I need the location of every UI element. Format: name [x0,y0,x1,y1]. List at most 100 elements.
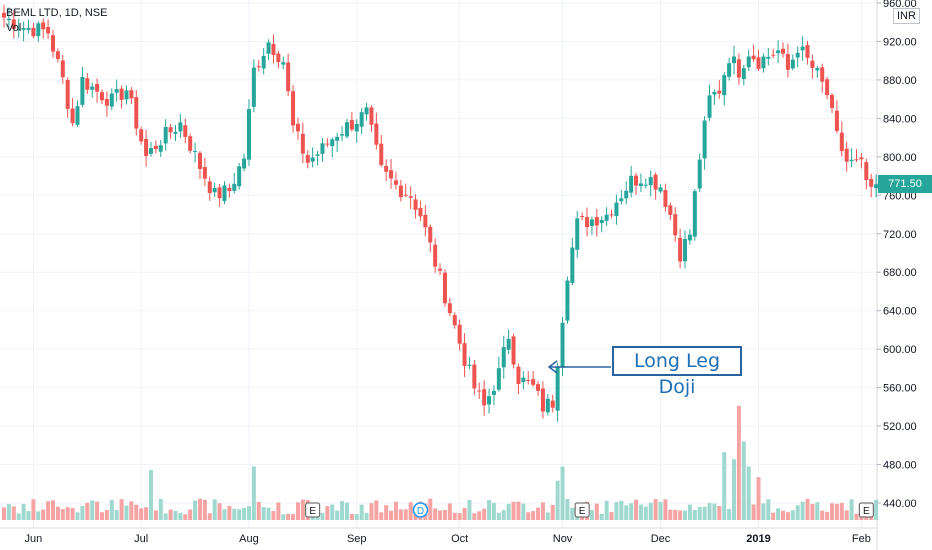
candle-body [771,54,776,56]
volume-bar [41,509,46,520]
candle-body [148,148,153,154]
candle-body [65,79,70,109]
volume-bar [281,514,286,520]
candle-body [60,60,65,78]
volume-bar [168,509,173,520]
candle-body [158,145,163,152]
volume-bar [589,509,594,520]
volume-bar [295,502,300,520]
volume-bar [736,405,741,520]
candle-body [545,398,550,413]
volume-bar [487,500,492,520]
volume-bar [359,504,364,520]
volume-bar [844,510,849,520]
volume-bar [119,499,124,520]
volume-bar [95,501,100,520]
volume-bar [501,510,506,520]
y-tick-label: 840.00 [883,113,917,125]
candle-body [315,154,320,156]
candle-body [261,55,266,69]
candle-body [477,390,482,392]
volume-bar [619,500,624,520]
volume-bar [717,506,722,520]
candle-body [575,218,580,250]
volume-bar [560,466,565,520]
volume-bar [369,503,374,520]
candle-body [692,191,697,237]
x-tick-label: Sep [347,533,367,545]
candle-body [423,214,428,228]
candle-body [810,60,815,68]
candle-body [624,190,629,199]
candle-body [374,123,379,145]
y-tick-label: 720.00 [883,229,917,241]
candle-body [266,42,271,54]
volume-bar [75,512,80,520]
candle-body [462,343,467,366]
currency-unit-label[interactable]: INR [893,8,920,24]
candle-body [26,27,31,31]
volume-bar [854,513,859,520]
volume-bar [11,506,16,520]
x-tick-label: 2019 [746,533,770,545]
volume-bar [790,510,795,520]
volume-bar [668,509,673,520]
volume-bar [624,505,629,520]
candle-body [555,366,560,411]
candle-body [104,98,109,106]
candle-body [614,202,619,217]
candle-body [658,187,663,192]
volume-bar [340,501,345,520]
volume-label: Vol [6,22,22,34]
candle-body [487,396,492,405]
volume-bar [805,498,810,520]
candle-body [648,177,653,186]
candle-body [741,68,746,79]
candle-body [286,62,291,92]
candle-body [869,178,874,187]
candle-body [95,83,100,92]
volume-bar [193,500,198,520]
candle-body [389,170,394,179]
volume-bar [834,503,839,520]
candle-body [114,89,119,93]
volume-bar [242,507,247,520]
candle-body [242,158,247,169]
y-tick-label: 800.00 [883,152,917,164]
volume-bar [428,498,433,520]
volume-bar [266,507,271,520]
candle-body [447,303,452,314]
y-tick-label: 680.00 [883,267,917,279]
volume-bar [839,502,844,520]
volume-bar [756,477,761,520]
candle-body [36,23,41,37]
candle-body [482,389,487,406]
candle-body [408,196,413,198]
volume-bar [673,509,678,520]
long-leg-doji-callout: Long Leg Doji [612,346,742,398]
candle-body [178,122,183,132]
candle-body [188,136,193,151]
volume-bar [374,500,379,520]
candle-body [531,379,536,385]
candle-body [2,12,6,18]
candle-body [707,95,712,118]
last-price-badge: 771.50 [878,175,932,193]
candle-body [761,56,766,69]
volume-bar [433,508,438,520]
candle-body [565,280,570,321]
volume-bar [516,501,521,520]
x-tick-label: Jun [25,533,43,545]
y-tick-label: 600.00 [883,344,917,356]
volume-bar [776,508,781,520]
candle-body [300,133,305,154]
candle-body [673,214,678,236]
x-tick-label: Feb [852,533,871,545]
volume-bar [663,499,668,520]
candle-body [129,90,134,99]
candle-body [638,183,643,187]
candle-body [340,134,345,136]
candle-body [418,208,423,217]
volume-bar [349,514,354,520]
